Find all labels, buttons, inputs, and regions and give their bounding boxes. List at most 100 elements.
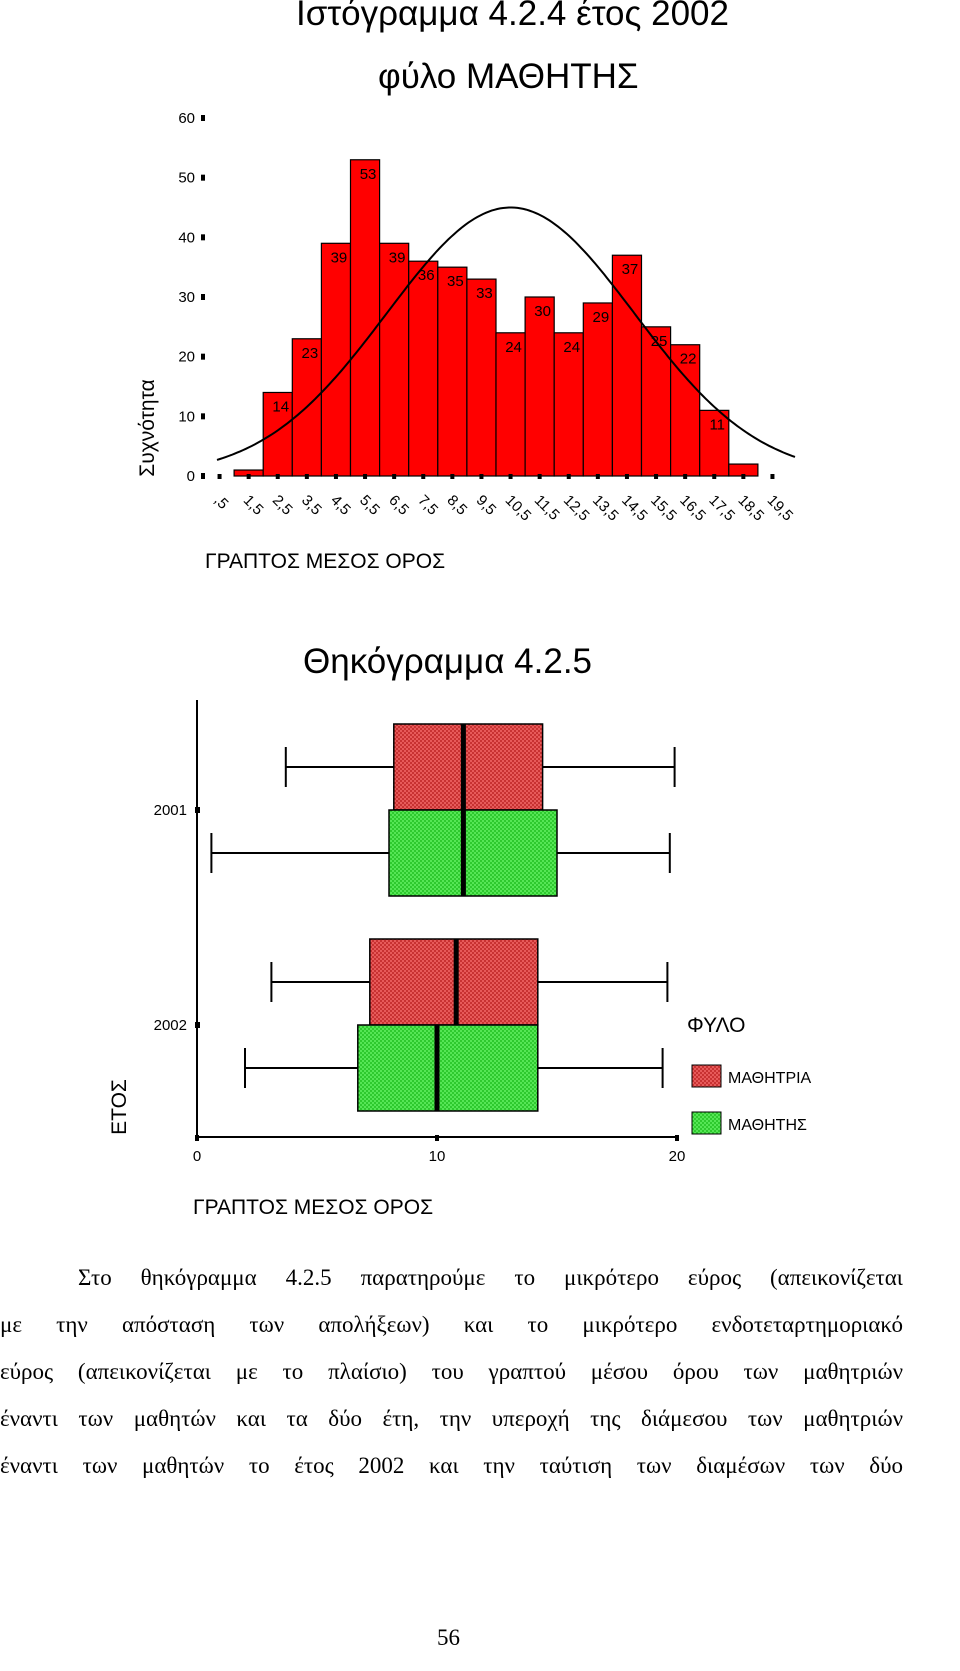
x-tick-label: 9,5	[473, 492, 500, 519]
paragraph-line: έναντι των μαθητών το έτος 2002 και την …	[0, 1453, 903, 1478]
x-tick-mark	[741, 474, 746, 479]
x-tick-mark	[450, 474, 455, 479]
bar-data-label: 14	[272, 398, 289, 415]
histogram-bar	[611, 254, 643, 477]
histogram-bar	[437, 266, 468, 477]
bar-data-label: 23	[302, 345, 319, 362]
x-tick-mark	[333, 474, 338, 479]
x-tick-label: 7,5	[414, 492, 441, 519]
x-tick-label: 11,5	[531, 492, 563, 524]
y-tick-label: 60	[178, 110, 195, 127]
bar-data-label: 24	[505, 339, 522, 356]
bar-data-label: 22	[680, 351, 697, 368]
x-tick-label: 3,5	[298, 492, 325, 519]
histogram-title: Ιστόγραμμα 4.2.4 έτος 2002	[296, 0, 729, 33]
bar-data-label: 33	[476, 285, 493, 302]
y-tick-label: 10	[178, 408, 195, 425]
bar-data-label: 39	[389, 249, 406, 266]
x-tick-label: 10,5	[502, 492, 535, 525]
y-tick-label: 50	[178, 170, 195, 187]
y-tick-mark	[195, 1022, 200, 1028]
body-paragraph: Στο θηκόγραμμα 4.2.5 παρατηρούμε το μικρ…	[0, 1254, 903, 1489]
legend-label: ΜΑΘΗΤΗΣ	[728, 1117, 807, 1134]
boxplot-chart: 0 10 20 2001 2002 ΦΥΛΟ ΜΑΘΗΤΡΙΑ ΜΑΘΗΤΗΣ	[154, 700, 812, 1165]
x-tick-label: 6,5	[385, 492, 412, 519]
x-tick-label: 20	[669, 1148, 686, 1165]
bar-data-label: 39	[331, 249, 348, 266]
boxplot-ylabel: ΕΤΟΣ	[108, 1079, 131, 1135]
box-male-2001	[388, 809, 558, 897]
x-tick-mark	[392, 474, 397, 479]
x-tick-mark	[304, 474, 309, 479]
normal-curve	[216, 206, 796, 461]
boxplot-xlabel: ΓΡΑΠΤΟΣ ΜΕΣΟΣ ΟΡΟΣ	[193, 1196, 434, 1219]
histogram-bar	[320, 242, 352, 477]
x-tick-mark	[683, 474, 688, 479]
x-tick-mark	[595, 474, 600, 479]
box-male-2002	[357, 1024, 539, 1112]
histogram-bar	[349, 159, 381, 477]
y-tick-mark	[201, 473, 205, 479]
histogram-bar	[495, 332, 526, 477]
x-tick-mark	[275, 474, 280, 479]
x-tick-label: 18,5	[735, 492, 768, 525]
x-tick-label: 13,5	[589, 492, 622, 525]
legend-swatch	[691, 1111, 722, 1135]
y-tick-mark	[201, 413, 205, 420]
x-tick-mark	[508, 474, 513, 479]
x-tick-label: 5,5	[356, 492, 383, 519]
x-tick-label: 19,5	[764, 492, 797, 525]
y-tick-mark	[201, 234, 205, 241]
x-tick-label: 8,5	[444, 492, 471, 519]
legend-swatch	[691, 1064, 722, 1088]
legend-title: ΦΥΛΟ	[687, 1014, 745, 1037]
boxplot-title: Θηκόγραμμα 4.2.5	[303, 642, 593, 681]
y-tick-mark	[201, 174, 205, 181]
bar-data-label: 25	[651, 333, 668, 350]
histogram-bar	[466, 278, 497, 477]
bar-data-label: 35	[447, 273, 464, 290]
x-tick-mark	[624, 474, 629, 479]
x-tick-mark	[246, 474, 251, 479]
x-tick-mark	[435, 1135, 439, 1141]
x-tick-mark	[566, 474, 571, 479]
x-tick-label: 2,5	[269, 492, 296, 519]
x-tick-mark	[654, 474, 659, 479]
x-tick-label: 0	[193, 1148, 201, 1165]
bar-data-label: 30	[534, 303, 551, 320]
x-tick-mark	[537, 474, 542, 479]
legend-label: ΜΑΘΗΤΡΙΑ	[728, 1070, 812, 1087]
histogram-bar	[524, 296, 555, 477]
y-tick-label: 2001	[154, 802, 187, 819]
box-female-2001	[393, 723, 544, 811]
x-tick-label: 17,5	[705, 492, 738, 525]
x-tick-mark	[363, 474, 368, 479]
x-tick-label: 15,5	[647, 492, 680, 525]
x-tick-label: 10	[429, 1148, 446, 1165]
histogram-bar	[582, 302, 613, 477]
histogram-subtitle: φύλο ΜΑΘΗΤΗΣ	[378, 57, 639, 96]
x-tick-label: 4,5	[327, 492, 354, 519]
page-number: 56	[437, 1625, 460, 1650]
y-tick-label: 20	[178, 349, 195, 366]
histogram-bar	[379, 242, 410, 477]
y-tick-mark	[201, 115, 205, 121]
histogram-ylabel: Συχνότητα	[136, 379, 159, 477]
paragraph-line: εύρος (απεικονίζεται με το πλαίσιο) του …	[0, 1359, 903, 1384]
bar-data-label: 36	[418, 267, 435, 284]
x-tick-mark	[479, 474, 484, 479]
y-tick-label: 2002	[154, 1017, 187, 1034]
y-tick-mark	[195, 807, 200, 813]
histogram-chart: 0 10 20 30 40 50 60 14 23 39 53 39 36 35 33 24 30 24 29 37…	[178, 110, 797, 525]
x-tick-mark	[421, 474, 426, 479]
x-tick-label: 16,5	[676, 492, 709, 525]
y-tick-mark	[201, 294, 205, 300]
x-tick-mark	[712, 474, 717, 479]
histogram-xlabel: ΓΡΑΠΤΟΣ ΜΕΣΟΣ ΟΡΟΣ	[205, 550, 446, 573]
histogram-bar	[640, 326, 672, 477]
y-tick-label: 0	[187, 468, 195, 485]
x-tick-label: 12,5	[560, 492, 593, 525]
bar-data-label: 11	[709, 416, 725, 433]
histogram-bar	[408, 260, 439, 477]
bar-data-label: 29	[593, 309, 610, 326]
